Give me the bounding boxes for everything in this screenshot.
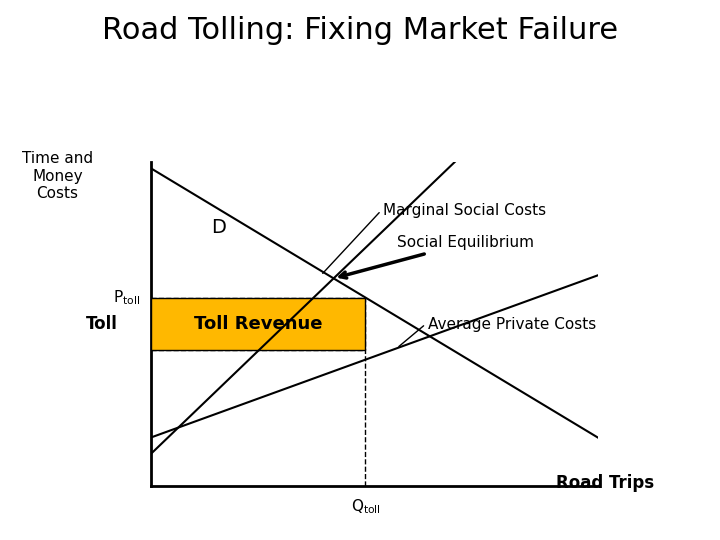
Bar <box>151 298 366 350</box>
Text: Marginal Social Costs: Marginal Social Costs <box>383 203 546 218</box>
Text: Average Private Costs: Average Private Costs <box>428 316 596 332</box>
Text: Time and
Money
Costs: Time and Money Costs <box>22 151 93 201</box>
Text: Road Trips: Road Trips <box>556 474 654 492</box>
Text: Q$_{\mathregular{toll}}$: Q$_{\mathregular{toll}}$ <box>351 497 380 516</box>
Text: Road Tolling: Fixing Market Failure: Road Tolling: Fixing Market Failure <box>102 16 618 45</box>
Text: Social Equilibrium: Social Equilibrium <box>340 235 534 278</box>
Text: P$_{\mathregular{toll}}$: P$_{\mathregular{toll}}$ <box>113 289 140 307</box>
Text: Toll: Toll <box>86 315 117 333</box>
Text: Toll Revenue: Toll Revenue <box>194 315 323 333</box>
Text: D: D <box>211 218 225 237</box>
